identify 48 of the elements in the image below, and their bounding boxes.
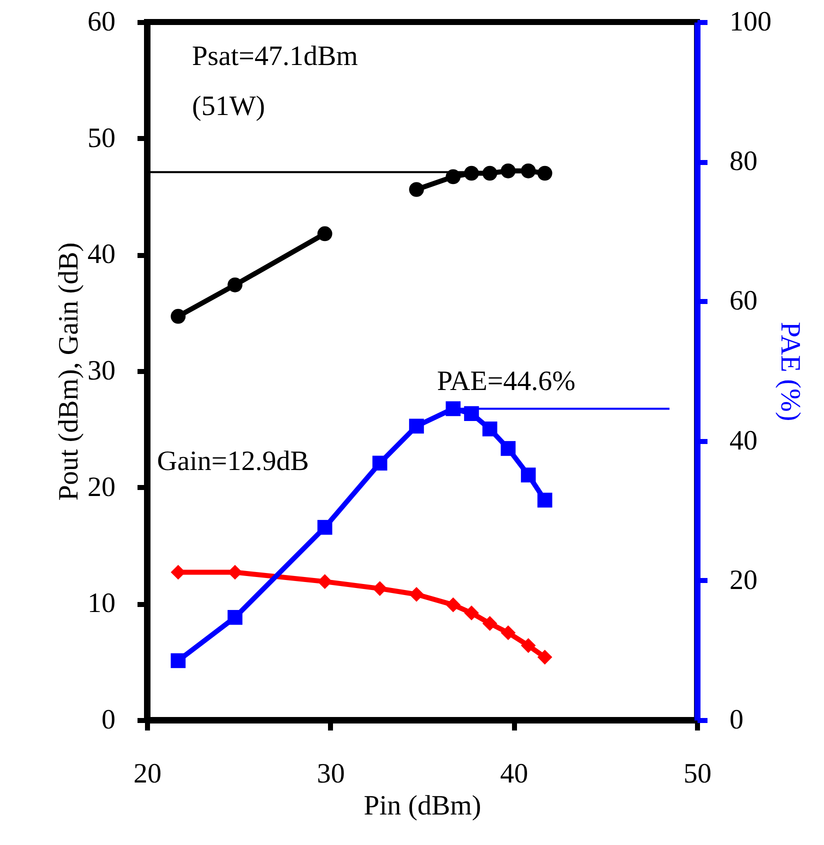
y-tick-label: 60 (88, 6, 116, 38)
point (228, 610, 242, 625)
y-tick-label: 10 (88, 588, 116, 620)
y-tick-label: 40 (88, 239, 116, 270)
annotation: Gain=12.9dB (157, 446, 309, 477)
x-tick-label: 40 (500, 758, 528, 790)
point (482, 616, 498, 631)
point (409, 182, 424, 197)
y2-axis-title: PAE (%) (774, 322, 806, 422)
x-tick-label: 20 (134, 758, 162, 790)
x-axis-title: Pin (dBm) (364, 790, 482, 822)
point (537, 166, 552, 181)
point (520, 468, 536, 482)
annotation: PAE=44.6% (437, 366, 576, 397)
point (170, 653, 186, 668)
point (372, 456, 388, 471)
point (482, 422, 498, 436)
x-tick-label: 30 (316, 758, 345, 790)
point (520, 638, 536, 653)
annotation: Psat=47.1dBm (192, 41, 358, 72)
y2-tick-label: 40 (730, 425, 758, 456)
y2-tick-label: 0 (730, 704, 744, 736)
y2-tick-label: 20 (730, 564, 758, 596)
y-tick-label: 50 (88, 122, 116, 154)
y-tick-label: 0 (102, 704, 116, 736)
x-tick-label: 50 (684, 758, 712, 790)
point (409, 586, 424, 602)
point (409, 418, 424, 434)
point (446, 597, 461, 612)
point (228, 278, 242, 292)
point (537, 492, 552, 508)
point (317, 520, 332, 535)
annotation: (51W) (192, 91, 266, 122)
point (500, 625, 516, 640)
y-tick-label: 20 (88, 472, 116, 503)
y2-tick-label: 80 (730, 146, 758, 178)
y2-tick-label: 100 (730, 6, 772, 38)
y-axis-title: Pout (dBm), Gain (dB) (54, 242, 84, 501)
point (537, 650, 552, 665)
point (372, 581, 388, 596)
y-tick-label: 30 (88, 356, 116, 386)
point (464, 606, 479, 620)
point (317, 574, 332, 589)
point (500, 441, 516, 456)
point (170, 308, 186, 324)
y2-tick-label: 60 (730, 286, 758, 317)
point (317, 226, 332, 242)
point (228, 564, 242, 580)
